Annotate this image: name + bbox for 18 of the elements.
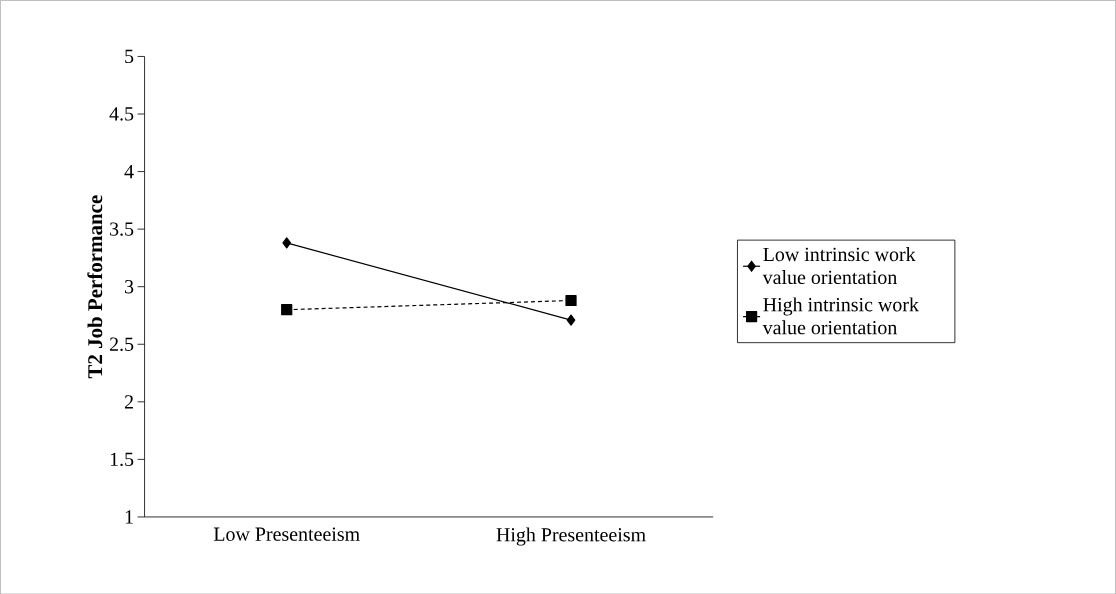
legend-label: Low intrinsic work value orientation — [762, 246, 916, 284]
y-tick-label: 3 — [125, 279, 134, 294]
y-tick-label: 4.5 — [109, 107, 134, 121]
y-tick-label: 1 — [125, 510, 133, 524]
y-tick-label: 2 — [124, 395, 133, 409]
y-tick-label: 3.5 — [110, 222, 134, 236]
point — [282, 237, 292, 249]
y-tick-label: 5 — [125, 49, 134, 63]
y-tick-label: 2.5 — [109, 337, 134, 351]
y-axis-title: T2 Job Performance — [87, 195, 103, 379]
y-tick-label: 4 — [124, 164, 134, 178]
x-tick-label: Low Presenteeism — [213, 527, 360, 541]
point — [565, 294, 577, 306]
point — [566, 314, 576, 326]
point — [281, 303, 293, 316]
legend-label: High intrinsic work value orientation — [762, 297, 919, 335]
y-tick-label: 1.5 — [110, 452, 134, 466]
x-tick-label: High Presenteeism — [496, 527, 646, 546]
